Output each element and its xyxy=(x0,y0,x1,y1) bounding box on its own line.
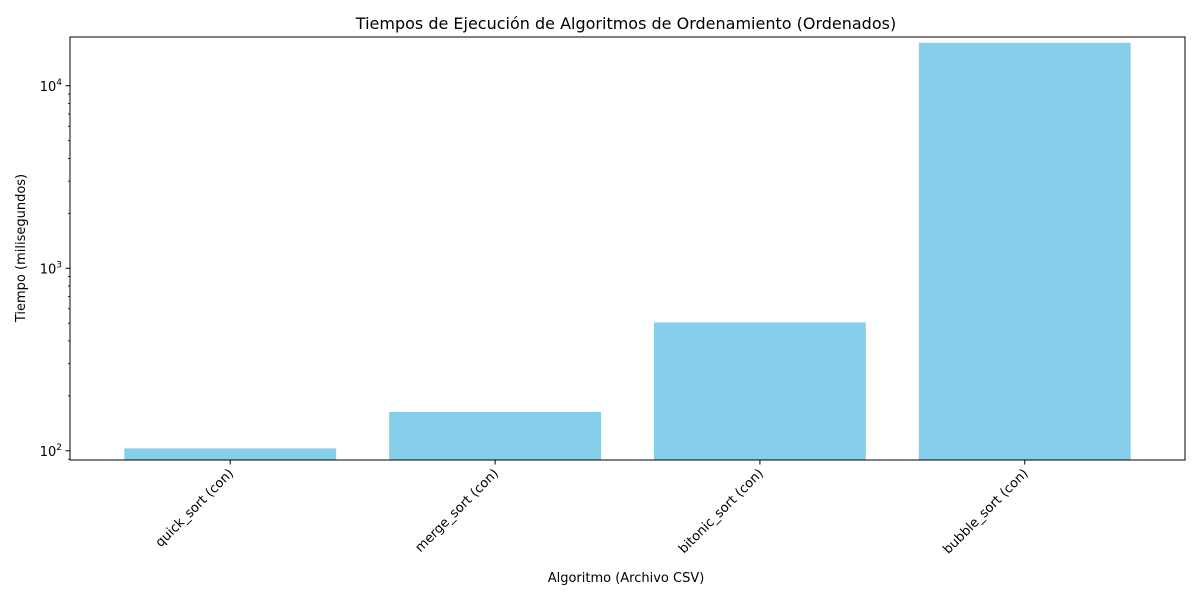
y-tick-label: 103 xyxy=(40,260,62,277)
chart-title: Tiempos de Ejecución de Algoritmos de Or… xyxy=(355,14,896,33)
bar-bitonic-sort xyxy=(653,322,866,460)
y-tick-base: 10 xyxy=(40,262,57,277)
x-axis-ticks: quick_sort (con) merge_sort (con) bitonic_… xyxy=(153,460,1032,557)
y-tick-exponent: 4 xyxy=(56,78,62,88)
x-axis-label: Algoritmo (Archivo CSV) xyxy=(548,571,705,586)
bar-quick-sort xyxy=(124,448,337,460)
plot-frame xyxy=(69,36,1186,461)
x-tick-label: bubble_sort (con) xyxy=(940,466,1031,557)
bar-merge-sort xyxy=(389,412,602,460)
y-tick-base: 10 xyxy=(40,445,57,460)
bars-group xyxy=(124,42,1131,461)
y-tick-label: 104 xyxy=(40,78,63,95)
bar-bubble-sort xyxy=(918,42,1131,461)
y-tick-exponent: 2 xyxy=(56,443,62,453)
y-tick-label: 102 xyxy=(40,443,62,460)
y-tick-exponent: 3 xyxy=(56,260,62,270)
x-tick-label: quick_sort (con) xyxy=(153,466,237,550)
x-tick-label: bitonic_sort (con) xyxy=(676,466,767,557)
x-tick-label: merge_sort (con) xyxy=(413,466,502,555)
y-axis-label: Tiempo (milisegundos) xyxy=(14,174,29,323)
y-tick-base: 10 xyxy=(40,80,57,95)
